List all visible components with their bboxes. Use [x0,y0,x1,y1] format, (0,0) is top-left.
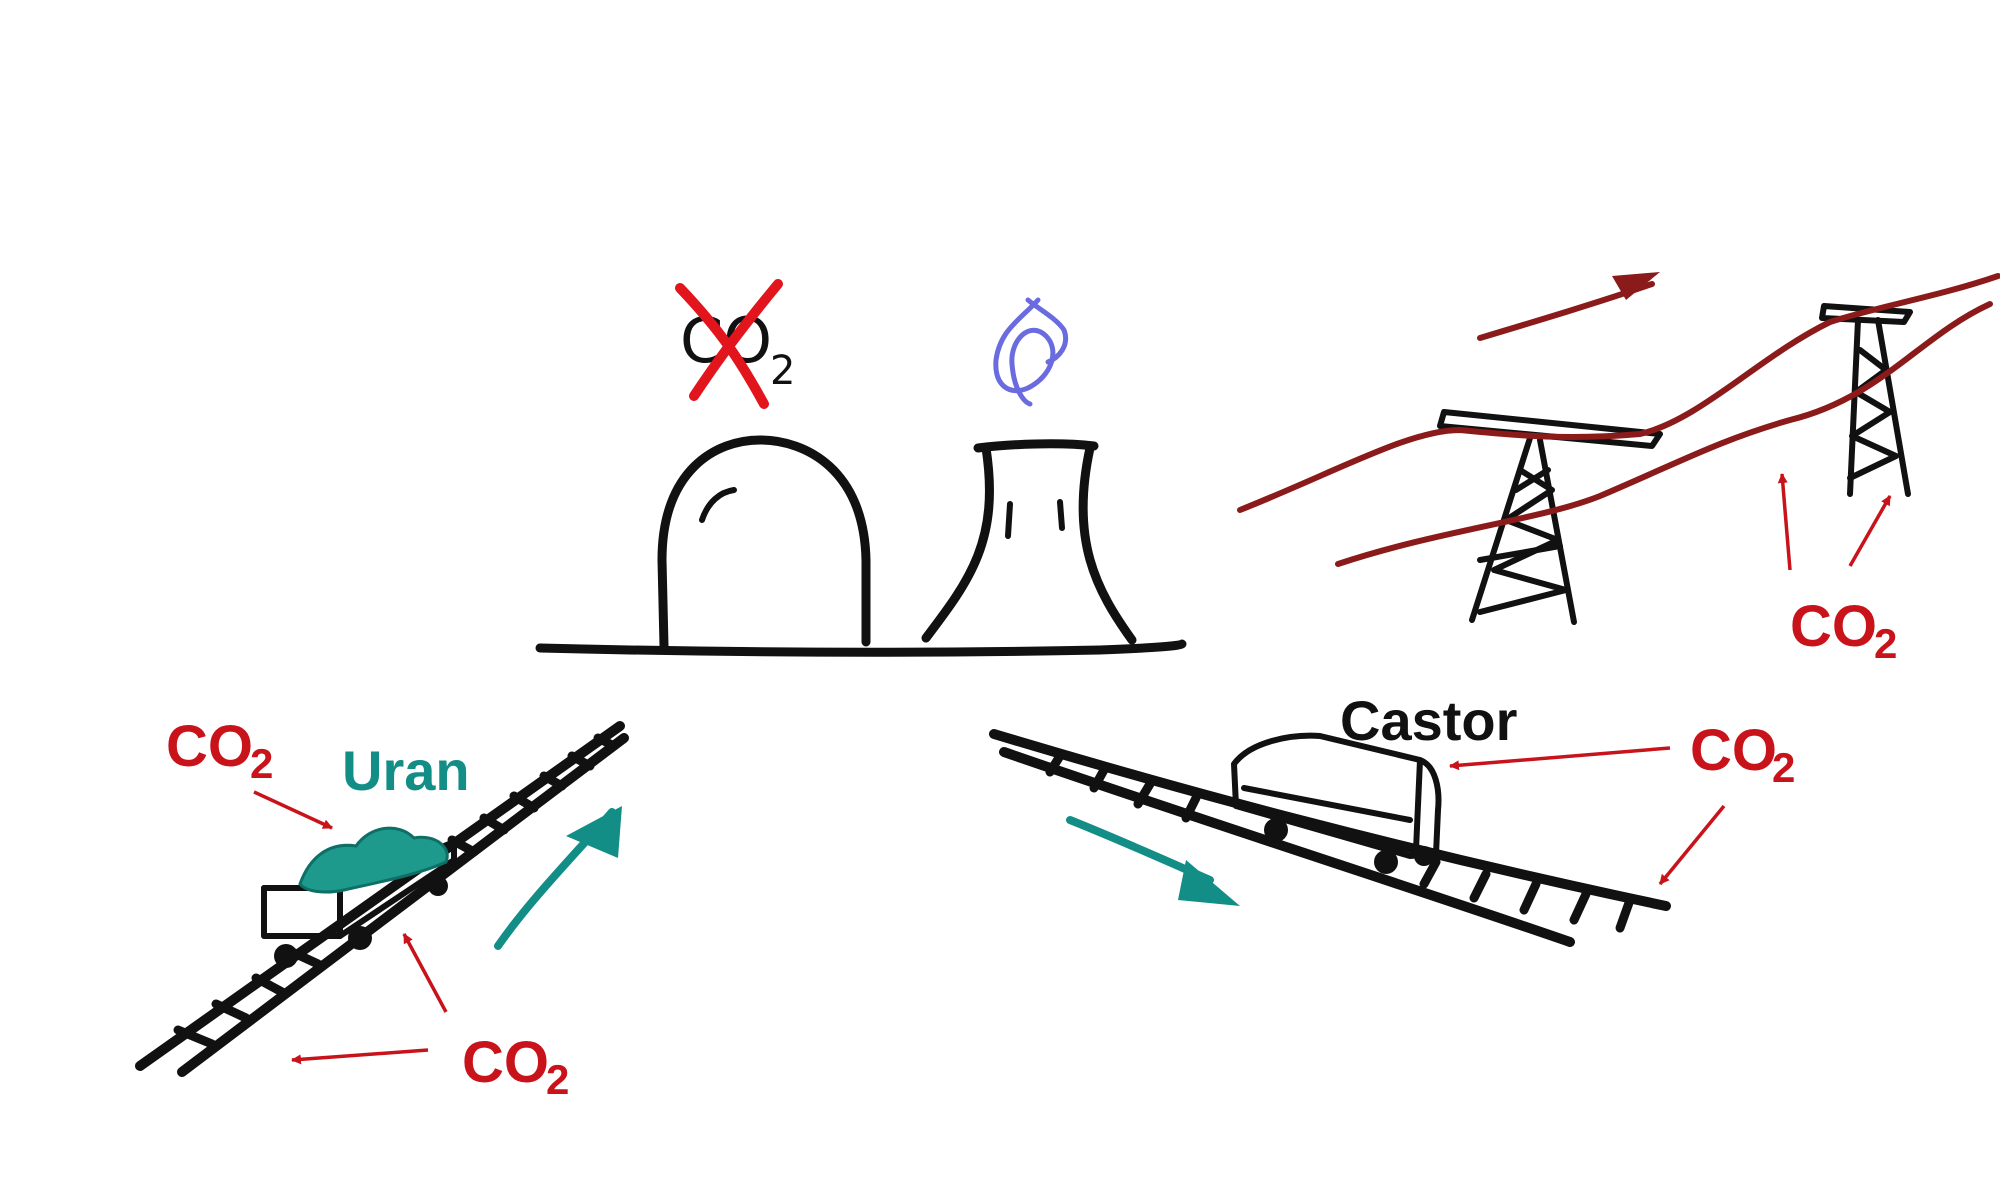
crossed-co2: CO 2 [675,279,795,409]
co2-label-left-top: CO 2 [166,714,273,787]
pylon-left [1437,409,1663,625]
crossed-co2-sub: 2 [770,348,795,394]
co2-label-text: CO [1690,718,1777,783]
cross-mark-icon [675,279,783,409]
wire-top [1237,273,2000,513]
power-plant [535,435,1187,657]
co2-pointer-arrows [253,473,1892,1065]
co2-label-text: CO [166,714,253,779]
co2-label-subscript: 2 [250,740,273,787]
right-rail-ties [1045,751,1635,933]
uranium-wagon [261,826,457,968]
wire-flow-arrow-head [1612,272,1660,300]
power-line [1237,272,2000,625]
right-railway [989,729,1671,947]
reactor-dome [657,435,871,651]
teal-arrow-up-head [566,806,622,858]
co2-label-text: CO [1790,594,1877,659]
uranium-pile [298,826,449,894]
uran-label: Uran [342,739,470,802]
teal-arrow-down-head [1178,860,1240,906]
co2-label-text: CO [462,1030,549,1095]
tower-mark-1 [1005,501,1013,539]
wire-bottom [1335,301,1993,567]
co2-label-castor: CO 2 [1690,718,1795,791]
cooling-tower [921,439,1137,645]
castor-label: Castor [1340,689,1517,752]
dome-highlight [699,487,737,523]
co2-label-subscript: 2 [1874,620,1897,667]
co2-label-subscript: 2 [546,1056,569,1103]
co2-label-left-bottom: CO 2 [462,1030,569,1103]
co2-label-power-line: CO 2 [1790,594,1897,667]
pylon-right [1819,303,1913,497]
castor-wagon [1231,732,1442,874]
tower-mark-2 [1057,499,1065,531]
co2-label-subscript: 2 [1772,744,1795,791]
steam-icon [993,297,1068,407]
ground-line [535,639,1187,657]
